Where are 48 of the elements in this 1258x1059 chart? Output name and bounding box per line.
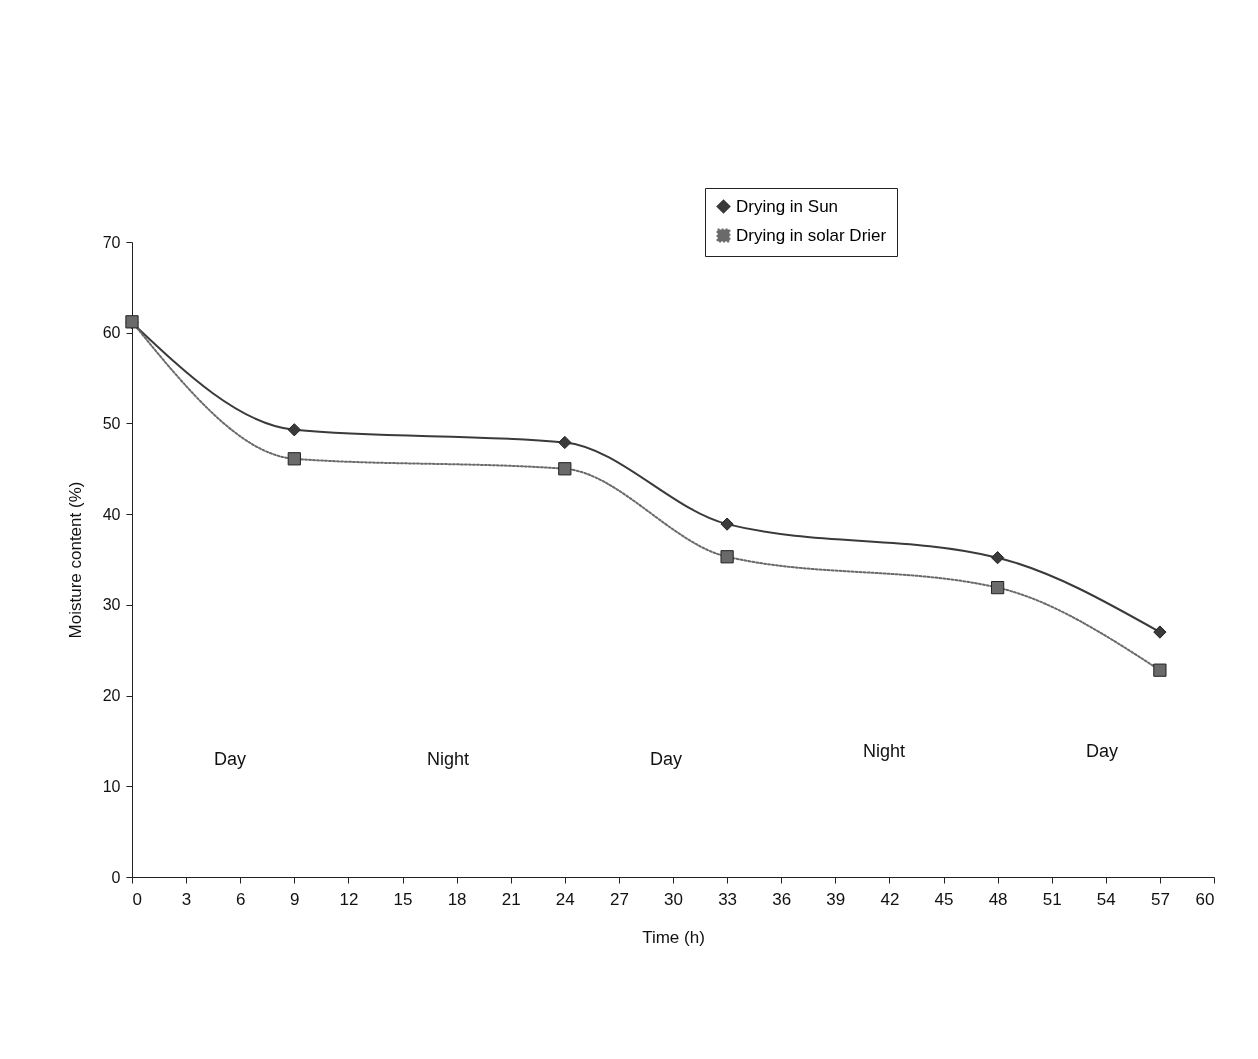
legend-label: Drying in Sun xyxy=(736,196,839,216)
annotation: Day xyxy=(213,749,247,769)
y-tick-label: 20 xyxy=(102,687,121,705)
x-tick-label: 9 xyxy=(290,889,300,909)
point xyxy=(287,452,301,466)
x-tick-label: 6 xyxy=(235,889,246,909)
x-tick-label: 60 xyxy=(1195,889,1215,909)
point xyxy=(1153,625,1167,639)
x-tick-label: 48 xyxy=(988,889,1008,909)
x-tick-label: 51 xyxy=(1042,889,1062,909)
x-tick-label: 30 xyxy=(664,889,683,909)
annotation: Day xyxy=(1085,741,1119,761)
x-tick-label: 36 xyxy=(772,889,792,909)
annotation: Day xyxy=(649,749,683,769)
x-tick-label: 54 xyxy=(1096,889,1116,909)
x-tick-label: 12 xyxy=(339,889,359,909)
point xyxy=(1153,663,1167,677)
x-tick-label: 3 xyxy=(181,889,192,909)
point xyxy=(287,423,301,437)
point xyxy=(558,435,572,450)
y-tick-label: 50 xyxy=(102,414,121,432)
x-tick-label: 21 xyxy=(501,889,521,909)
y-tick-label: 60 xyxy=(102,324,121,342)
y-tick-label: 0 xyxy=(111,868,121,886)
x-tick-label: 27 xyxy=(609,889,629,909)
y-tick-label: 40 xyxy=(102,505,121,523)
annotation: Night xyxy=(426,749,470,769)
y-tick-label: 30 xyxy=(102,596,121,614)
annotation: Night xyxy=(862,741,906,761)
point xyxy=(558,462,572,476)
x-tick-label: 57 xyxy=(1150,889,1170,909)
x-tick-label: 0 xyxy=(132,889,142,909)
y-tick-label: 10 xyxy=(102,777,121,795)
x-tick-label: 33 xyxy=(718,889,738,909)
x-axis-title: Time (h) xyxy=(642,927,705,947)
x-tick-label: 18 xyxy=(447,889,467,909)
x-tick-label: 39 xyxy=(826,889,846,909)
point xyxy=(990,581,1005,595)
x-tick-label: 45 xyxy=(934,889,954,909)
x-tick-label: 15 xyxy=(393,889,413,909)
point xyxy=(720,550,734,564)
legend-label: Drying in solar Drier xyxy=(736,225,887,245)
point xyxy=(720,517,734,531)
x-tick-label: 24 xyxy=(555,889,575,909)
y-tick-label: 70 xyxy=(102,233,121,251)
point xyxy=(990,551,1005,565)
x-tick-label: 42 xyxy=(880,889,900,909)
y-axis-title: Moisture content (%) xyxy=(65,481,85,639)
